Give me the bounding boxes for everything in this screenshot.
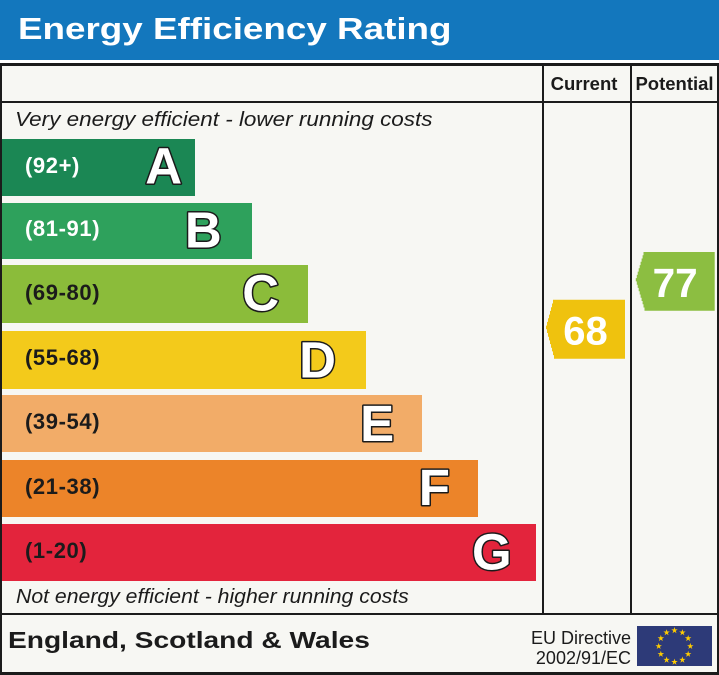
svg-text:D: D	[299, 332, 336, 389]
svg-text:A: A	[145, 138, 182, 195]
svg-text:77: 77	[653, 260, 698, 306]
svg-text:B: B	[185, 202, 222, 259]
svg-text:G: G	[472, 523, 512, 580]
svg-text:E: E	[360, 395, 394, 452]
svg-text:F: F	[419, 459, 450, 516]
svg-text:68: 68	[563, 310, 608, 354]
svg-text:C: C	[242, 265, 279, 322]
